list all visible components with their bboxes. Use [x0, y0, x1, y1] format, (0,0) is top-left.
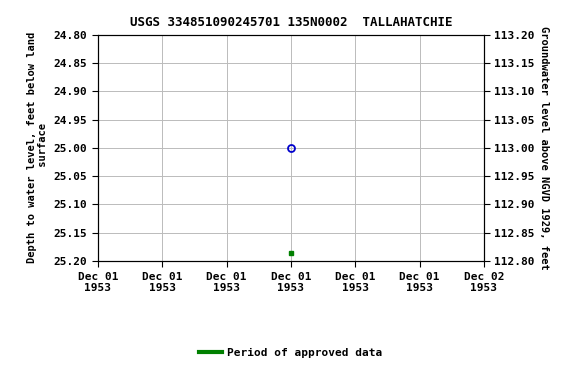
Y-axis label: Groundwater level above NGVD 1929, feet: Groundwater level above NGVD 1929, feet — [539, 26, 549, 270]
Legend: Period of approved data: Period of approved data — [195, 343, 387, 362]
Title: USGS 334851090245701 135N0002  TALLAHATCHIE: USGS 334851090245701 135N0002 TALLAHATCH… — [130, 16, 452, 29]
Y-axis label: Depth to water level, feet below land
 surface: Depth to water level, feet below land su… — [26, 32, 48, 263]
